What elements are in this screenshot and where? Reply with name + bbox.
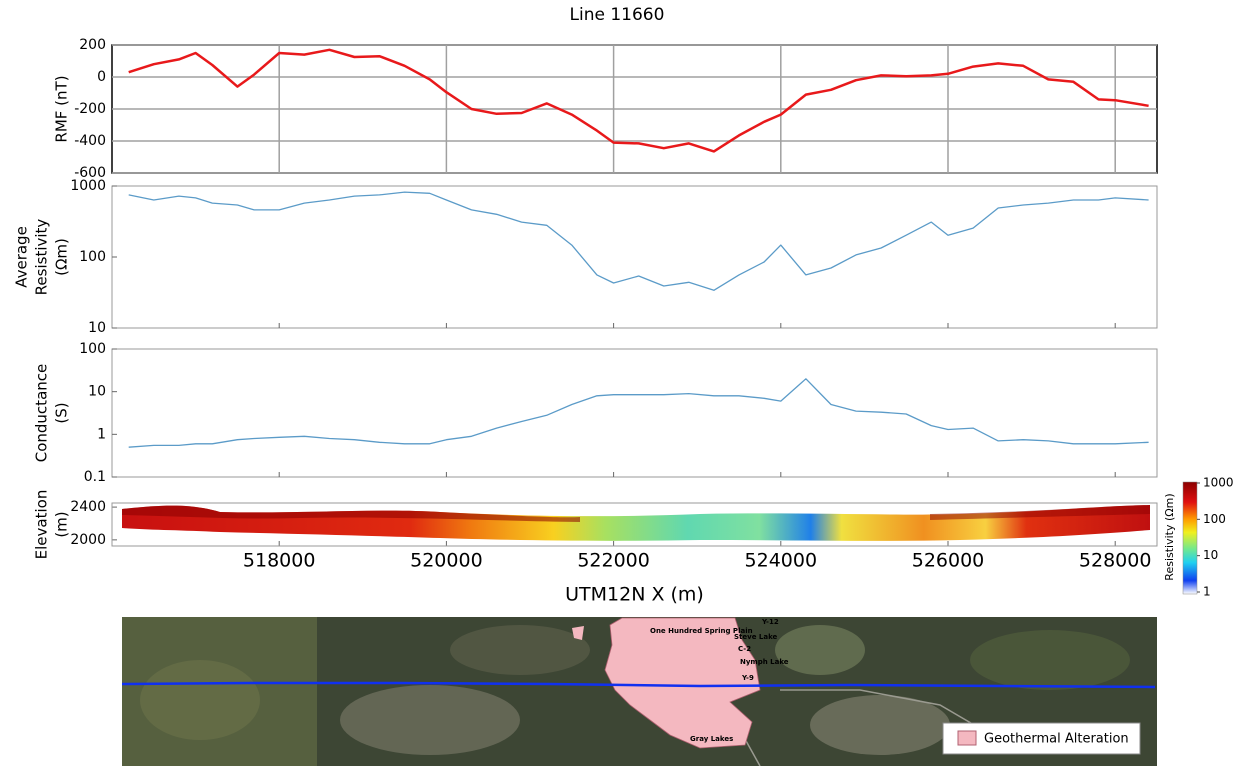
map-label: Y-12 xyxy=(761,618,779,626)
map-patch xyxy=(775,625,865,675)
y-tick-label: 1000 xyxy=(70,178,106,194)
map-patch xyxy=(140,660,260,740)
y-tick-label: 2000 xyxy=(70,532,106,548)
colorbar-label: Resistivity (Ωm) xyxy=(1163,493,1176,580)
colorbar-tick-label: 100 xyxy=(1203,512,1226,526)
legend-swatch xyxy=(958,731,976,745)
x-tick-label: 524000 xyxy=(745,550,818,572)
x-tick-label: 526000 xyxy=(912,550,985,572)
figure: Line 11660 Geothermal Alteration -600-40… xyxy=(0,0,1242,766)
y-tick-label: 10 xyxy=(88,320,106,336)
x-tick-label: 520000 xyxy=(410,550,483,572)
y-axis-label: Conductance xyxy=(33,364,51,463)
map-patch xyxy=(970,630,1130,690)
x-tick-label: 522000 xyxy=(577,550,650,572)
map-patch xyxy=(450,625,590,675)
y-tick-label: 0 xyxy=(97,69,106,85)
y-axis-label: Resistivity xyxy=(33,219,51,296)
colorbar-tick-label: 1000 xyxy=(1203,476,1234,490)
colorbar xyxy=(1183,482,1197,594)
map-label: Gray Lakes xyxy=(690,735,733,743)
y-axis-label: Elevation xyxy=(33,490,51,560)
colorbar-tick-label: 10 xyxy=(1203,548,1218,562)
map-label: Steve Lake xyxy=(734,633,778,641)
map: Geothermal Alteration xyxy=(122,617,1157,766)
x-axis-label: UTM12N X (m) xyxy=(565,584,704,606)
y-tick-label: 10 xyxy=(88,384,106,400)
resistivity-section xyxy=(122,505,1150,541)
map-patch xyxy=(340,685,520,755)
chart-title: Line 11660 xyxy=(570,5,665,25)
legend-label: Geothermal Alteration xyxy=(984,732,1129,747)
map-label: C-2 xyxy=(738,645,751,653)
y-tick-label: 1 xyxy=(97,426,106,442)
y-axis-label: (Ωm) xyxy=(53,238,71,276)
y-tick-label: -400 xyxy=(74,133,106,149)
y-axis-label: Average xyxy=(13,226,31,288)
y-axis-label: RMF (nT) xyxy=(53,75,71,142)
x-tick-label: 528000 xyxy=(1079,550,1152,572)
colorbar-tick-label: 1 xyxy=(1203,585,1211,599)
data-line xyxy=(129,192,1149,290)
x-tick-label: 518000 xyxy=(243,550,316,572)
data-line xyxy=(129,50,1149,152)
map-patch xyxy=(810,695,950,755)
data-line xyxy=(129,379,1149,447)
y-tick-label: 0.1 xyxy=(84,469,106,485)
y-tick-label: -200 xyxy=(74,101,106,117)
y-tick-label: 100 xyxy=(79,249,106,265)
y-axis-label: (S) xyxy=(53,402,71,423)
y-axis-label: (m) xyxy=(53,511,71,537)
map-label: Nymph Lake xyxy=(740,658,789,666)
plot-frame xyxy=(112,349,1157,477)
y-tick-label: 100 xyxy=(79,341,106,357)
map-label: Y-9 xyxy=(741,674,754,682)
y-tick-label: 200 xyxy=(79,37,106,53)
y-tick-label: 2400 xyxy=(70,499,106,515)
